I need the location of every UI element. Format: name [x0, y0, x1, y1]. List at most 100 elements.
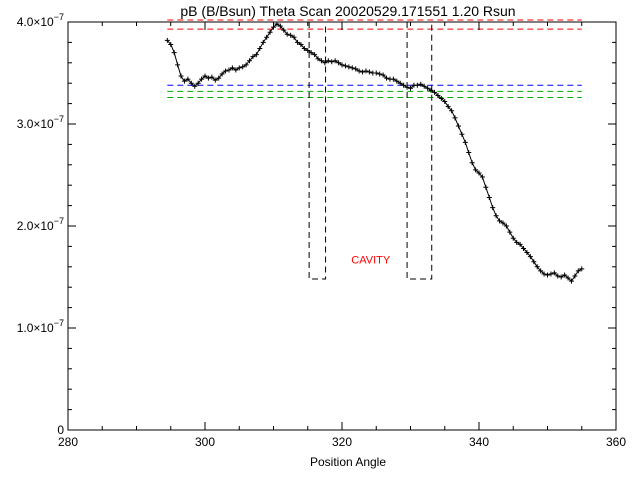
x-tick-label: 340 — [469, 435, 489, 449]
data-point — [497, 218, 503, 224]
y-tick-label: 1.0×10−7 — [17, 318, 64, 335]
data-point — [360, 69, 366, 75]
data-point — [538, 268, 544, 274]
data-point — [236, 65, 242, 71]
data-point — [510, 235, 516, 241]
x-tick-label: 360 — [606, 435, 626, 449]
data-point — [579, 266, 585, 272]
data-point — [315, 56, 321, 62]
data-point — [308, 50, 314, 56]
data-point — [199, 76, 205, 82]
data-point — [291, 34, 297, 40]
data-point — [466, 150, 472, 156]
cavity-box — [406, 22, 433, 280]
data-point — [507, 229, 513, 235]
cavity-label: CAVITY — [351, 255, 391, 267]
data-point — [325, 58, 331, 64]
data-point — [336, 60, 342, 66]
data-point — [531, 259, 537, 265]
data-point — [168, 41, 174, 47]
data-point — [216, 75, 222, 81]
data-point — [247, 58, 253, 64]
data-point — [473, 167, 479, 173]
data-point — [195, 80, 201, 86]
data-point — [356, 68, 362, 74]
data-point — [366, 69, 372, 75]
data-point — [175, 62, 181, 68]
data-point — [250, 54, 256, 60]
data-point — [404, 84, 410, 90]
data-point — [397, 80, 403, 86]
data-point — [339, 62, 345, 68]
data-point — [445, 104, 451, 110]
data-point — [363, 68, 369, 74]
data-point — [267, 29, 273, 35]
data-point — [394, 78, 400, 84]
plot-frame — [67, 21, 617, 431]
data-point — [349, 65, 355, 71]
data-point — [493, 213, 499, 219]
data-point — [524, 250, 530, 256]
data-point — [555, 273, 561, 279]
data-point — [551, 270, 557, 276]
data-point — [431, 89, 437, 95]
data-point — [514, 239, 520, 245]
data-point — [229, 65, 235, 71]
data-point — [486, 194, 492, 200]
data-point — [414, 82, 420, 88]
data-point — [318, 58, 324, 64]
data-point — [425, 85, 431, 91]
data-point — [408, 85, 413, 91]
data-point — [277, 23, 283, 29]
data-point — [572, 273, 578, 279]
data-point — [185, 76, 191, 82]
data-point — [455, 123, 461, 129]
data-point — [459, 131, 465, 137]
data-point — [500, 220, 506, 226]
data-point — [462, 139, 468, 145]
data-point — [527, 254, 533, 260]
data-point — [332, 58, 338, 64]
data-point — [558, 274, 564, 280]
data-point — [188, 80, 194, 86]
data-point — [257, 46, 263, 52]
data-point — [476, 170, 482, 176]
data-point — [548, 271, 554, 277]
data-point — [380, 72, 386, 78]
data-point — [541, 271, 547, 277]
data-point — [202, 73, 208, 79]
x-tick-label: 280 — [58, 435, 78, 449]
data-point — [421, 83, 427, 89]
data-point — [305, 48, 311, 54]
x-tick-label: 320 — [332, 435, 352, 449]
data-point — [226, 67, 232, 73]
y-tick-label: 0 — [57, 423, 64, 437]
data-point — [377, 71, 383, 77]
data-point — [233, 67, 239, 73]
data-point — [534, 264, 540, 270]
data-point — [178, 73, 184, 79]
data-point — [264, 34, 270, 40]
y-tick-label: 3.0×10−7 — [17, 114, 64, 131]
data-point — [281, 27, 287, 33]
data-point — [288, 32, 294, 38]
data-point — [219, 71, 225, 77]
y-tick-label: 2.0×10−7 — [17, 216, 64, 233]
data-point — [565, 275, 571, 281]
data-point — [298, 41, 304, 47]
data-point — [322, 60, 328, 66]
data-point — [284, 31, 290, 37]
data-point — [479, 174, 485, 180]
data-point — [384, 75, 390, 81]
cavity-boxes — [308, 22, 433, 280]
data-series — [164, 21, 585, 284]
data-point — [490, 205, 496, 211]
data-point — [568, 278, 574, 284]
data-point — [312, 52, 318, 58]
data-point — [435, 92, 441, 98]
data-point — [301, 46, 307, 52]
x-tick-label: 300 — [195, 435, 215, 449]
data-point — [342, 63, 348, 69]
data-point — [329, 59, 335, 65]
